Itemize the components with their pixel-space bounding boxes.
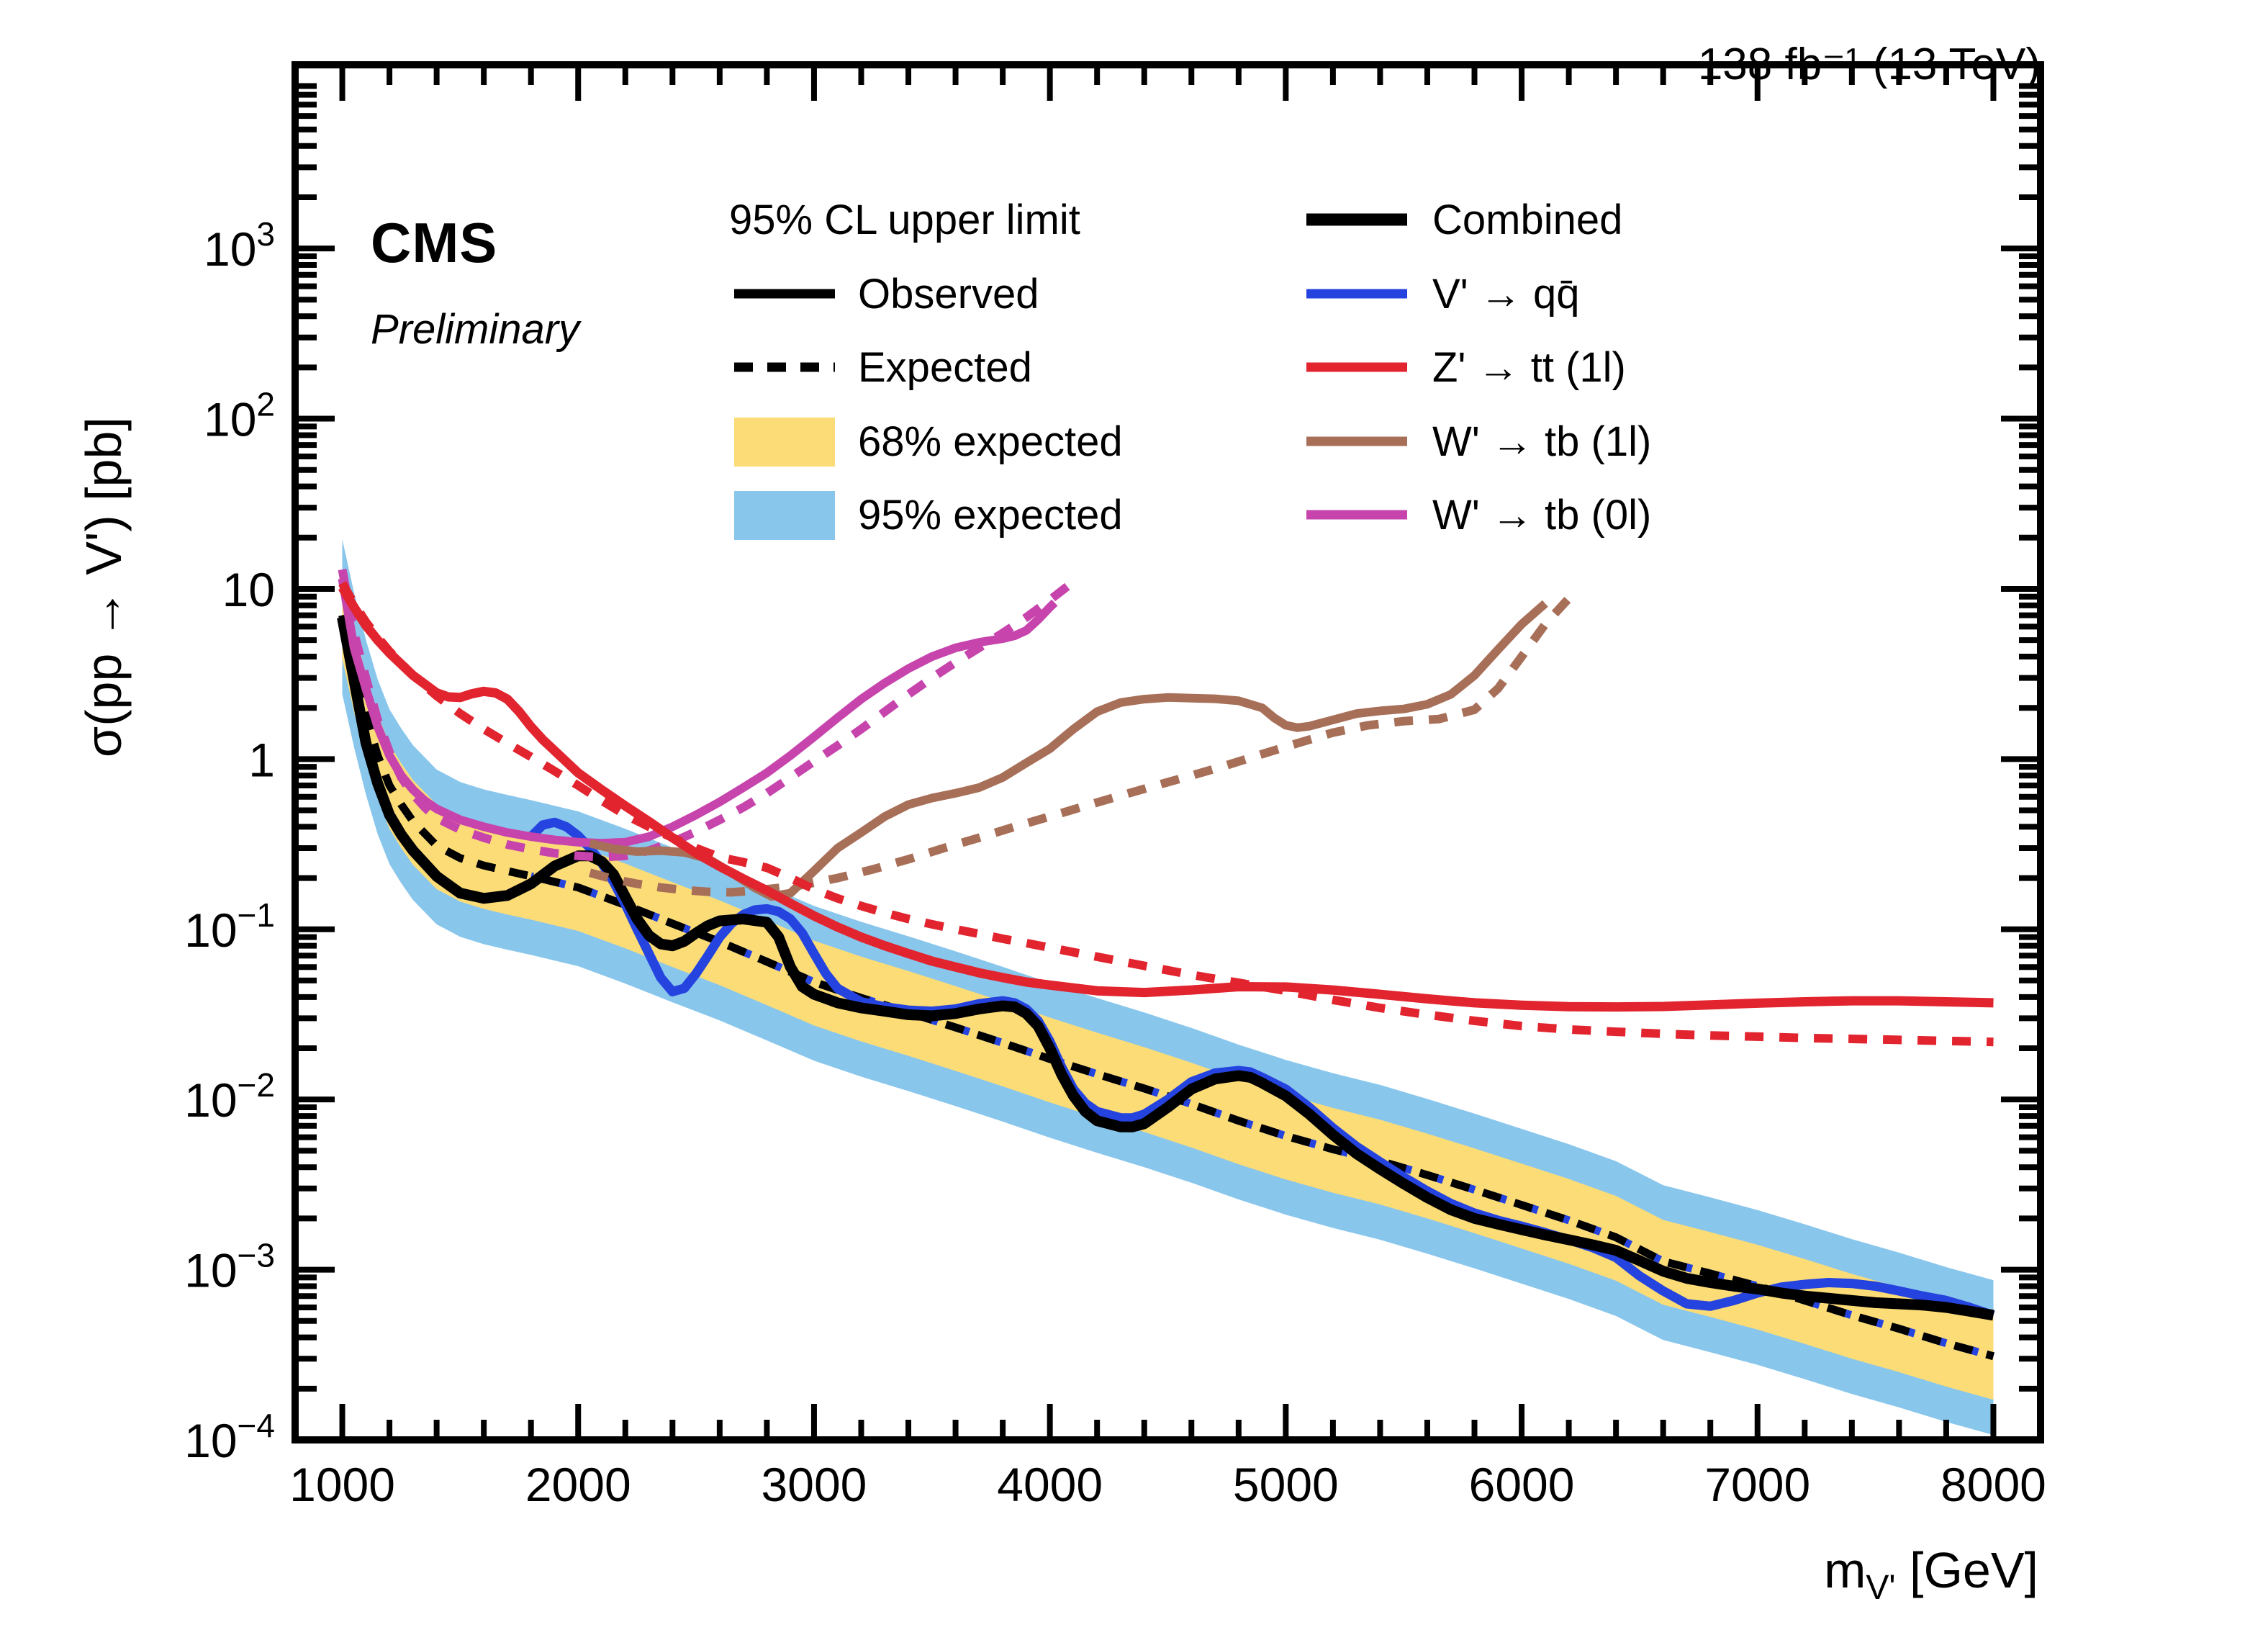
- band-68-expected: [342, 574, 1994, 1400]
- legend-item-band68: 68% expected: [734, 418, 1123, 467]
- legend: 95% CL upper limit Observed Expected 68% ex…: [729, 197, 1651, 540]
- y-axis-tick-label: 10−3: [184, 1237, 275, 1297]
- legend-label-tb1l: W' → tb (1l): [1432, 418, 1651, 465]
- curve-expected_combined: [338, 614, 1994, 1361]
- legend-label-tt: Z' → tt (1l): [1432, 344, 1626, 391]
- x-axis-tick-label: 4000: [997, 1458, 1103, 1511]
- preliminary-label: Preliminary: [371, 306, 580, 353]
- legend-label-qq: V' → qq̄: [1432, 271, 1580, 317]
- x-axis-tick-label: 5000: [1233, 1458, 1339, 1511]
- legend-item-qq: V' → qq̄: [1306, 271, 1580, 317]
- x-axis-tick-labels: 1000 2000 3000 4000 5000 6000 7000 8000: [289, 1458, 2046, 1511]
- legend-label-band95: 95% expected: [858, 492, 1123, 539]
- legend-swatch-band68: [734, 418, 835, 467]
- legend-item-combined: Combined: [1306, 197, 1622, 243]
- legend-item-tt: Z' → tt (1l): [1306, 344, 1626, 391]
- curve-expected_tt: [338, 580, 1994, 1047]
- y-axis-tick-label: 103: [204, 215, 275, 276]
- legend-item-observed: Observed: [734, 271, 1039, 317]
- curve-observed_tb1l: [589, 600, 1548, 901]
- x-axis-tick-label: 6000: [1469, 1458, 1575, 1511]
- y-axis-tick-label: 10: [222, 563, 275, 616]
- curve-observed_tt: [338, 585, 1994, 1012]
- legend-label-band68: 68% expected: [858, 418, 1123, 465]
- legend-label-observed: Observed: [858, 271, 1039, 317]
- legend-label-tb0l: W' → tb (0l): [1432, 492, 1651, 539]
- legend-item-tb0l: W' → tb (0l): [1306, 492, 1651, 539]
- curve-expected_tb1l: [589, 595, 1573, 897]
- experiment-label: CMS: [371, 211, 498, 274]
- legend-title: 95% CL upper limit: [729, 197, 1080, 243]
- x-axis-tick-label: 1000: [289, 1458, 395, 1511]
- curve-observed_qq: [528, 817, 1995, 1320]
- x-axis-tick-label: 2000: [525, 1458, 631, 1511]
- legend-item-tb1l: W' → tb (1l): [1306, 418, 1651, 465]
- x-axis-title: mV' [GeV]: [1824, 1542, 2038, 1607]
- plot-frame: [292, 61, 2044, 1443]
- axis-ticks: [295, 65, 2041, 1443]
- legend-label-expected: Expected: [858, 344, 1032, 391]
- plot-area: [337, 539, 1995, 1436]
- legend-label-combined: Combined: [1432, 197, 1622, 243]
- x-axis-tick-label: 7000: [1704, 1458, 1810, 1511]
- x-axis-tick-label: 8000: [1941, 1458, 2046, 1511]
- x-axis-tick-label: 3000: [762, 1458, 867, 1511]
- legend-item-expected: Expected: [734, 344, 1032, 391]
- y-axis-title: σ(pp → V') [pb]: [76, 417, 132, 757]
- y-axis-tick-label: 10−2: [184, 1066, 275, 1127]
- lumi-label: 138 fb⁻¹ (13 TeV): [1697, 40, 2041, 89]
- y-axis-tick-label: 10−4: [184, 1407, 275, 1467]
- y-axis-tick-label: 10−1: [184, 896, 275, 957]
- y-axis-tick-label: 1: [248, 733, 275, 786]
- y-axis-tick-label: 102: [204, 386, 275, 446]
- curve-observed_tb0l: [338, 577, 1058, 848]
- legend-item-band95: 95% expected: [734, 491, 1123, 540]
- legend-swatch-band95: [734, 491, 835, 540]
- curve-observed_combined: [337, 616, 1994, 1321]
